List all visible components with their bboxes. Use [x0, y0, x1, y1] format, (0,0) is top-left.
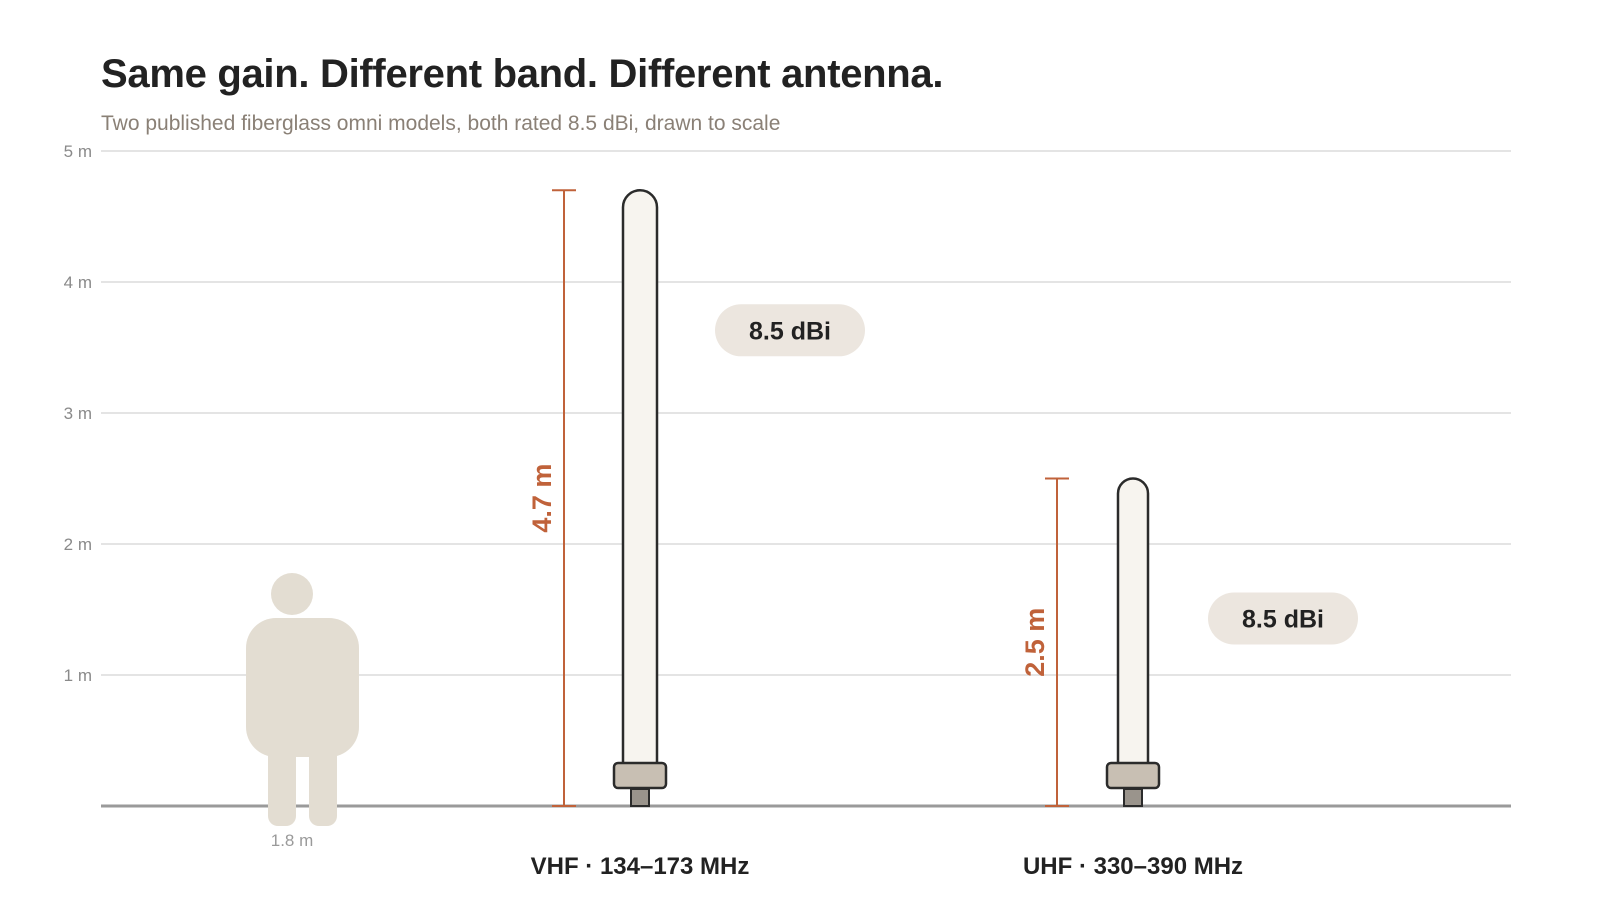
antenna-group: 2.5 m 8.5 dBi UHF · 330–390 MHz: [1020, 477, 1358, 880]
antenna-radome: [621, 189, 659, 770]
antenna-base: [612, 761, 668, 790]
gain-badge: [715, 304, 865, 357]
chart-title: Same gain. Different band. Different ant…: [101, 52, 944, 96]
antenna-radome: [1116, 477, 1150, 770]
antenna-connector: [1123, 788, 1143, 807]
person-leg-left: [268, 740, 296, 826]
height-value-label: 4.7 m: [527, 464, 557, 533]
band-label: UHF · 330–390 MHz: [1023, 853, 1243, 880]
band-label: VHF · 134–173 MHz: [531, 853, 750, 880]
gain-badge-label: 8.5 dBi: [1242, 606, 1324, 634]
antenna-connector: [630, 788, 650, 807]
chart-subtitle: Two published fiberglass omni models, bo…: [101, 112, 781, 135]
antenna-group: 4.7 m 8.5 dBi VHF · 134–173 MHz: [527, 189, 865, 880]
y-tick-label: 5 m: [64, 142, 92, 161]
person-body: [246, 618, 359, 757]
antenna-base: [1105, 761, 1161, 790]
y-tick-label: 2 m: [64, 535, 92, 554]
y-tick-label: 4 m: [64, 273, 92, 292]
gain-badge: [1208, 592, 1358, 645]
person-leg-right: [309, 740, 337, 826]
gain-badge-label: 8.5 dBi: [749, 317, 831, 345]
person-head: [271, 573, 313, 615]
y-tick-label: 1 m: [64, 666, 92, 685]
person-height-label: 1.8 m: [271, 831, 314, 850]
person-reference: 1.8 m: [246, 573, 359, 850]
y-tick-label: 3 m: [64, 404, 92, 423]
height-value-label: 2.5 m: [1020, 608, 1050, 677]
antenna-layer: 4.7 m 8.5 dBi VHF · 134–173 MHz 2.5 m 8.5 dB…: [527, 189, 1358, 880]
